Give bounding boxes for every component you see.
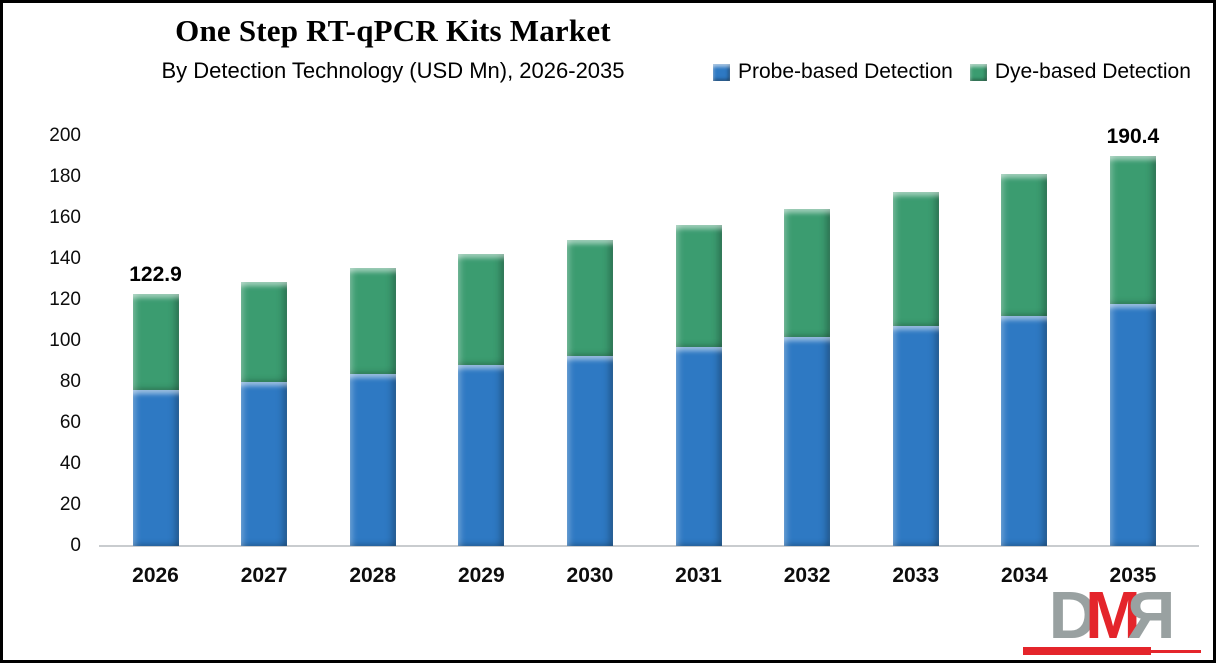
stacked-bar-2028 [349, 268, 396, 546]
bar-segment-probe-2028 [349, 373, 396, 546]
x-axis-label-2035: 2035 [1109, 564, 1157, 587]
stacked-bar-2030 [566, 239, 613, 546]
bar-segment-dye-2035 [1109, 155, 1156, 305]
bar-segment-dye-2034 [1001, 174, 1048, 316]
stacked-bar-2033 [892, 191, 939, 546]
x-axis-label-2032: 2032 [783, 564, 831, 587]
stacked-bar-2032 [784, 208, 831, 546]
bar-segment-dye-2030 [566, 239, 613, 357]
bar-segment-probe-2032 [784, 336, 831, 546]
x-axis-label-2030: 2030 [566, 564, 614, 587]
x-axis-label-2031: 2031 [675, 564, 722, 587]
bar-segment-dye-2026 [132, 294, 179, 390]
bar-segment-dye-2032 [784, 208, 831, 337]
y-axis-tick-label: 0 [70, 535, 81, 556]
y-axis-tick-label: 200 [49, 125, 81, 146]
x-axis-label-2026: 2026 [132, 564, 179, 587]
bar-segment-probe-2031 [675, 346, 722, 546]
legend-marker-icon [969, 63, 987, 81]
logo-letter-d: D [1048, 578, 1097, 653]
y-axis-tick-label: 20 [59, 494, 81, 515]
data-label-2026: 122.9 [129, 263, 182, 287]
y-axis-tick-label: 100 [49, 330, 81, 351]
stacked-bar-2035 [1109, 155, 1156, 546]
legend-label: Dye-based Detection [994, 60, 1191, 83]
bar-segment-probe-2034 [1001, 315, 1048, 546]
x-axis-label-2029: 2029 [457, 564, 505, 587]
bar-segment-probe-2030 [566, 356, 613, 546]
bar-segment-dye-2028 [349, 268, 396, 374]
bar-segment-probe-2027 [241, 382, 288, 546]
stacked-bar-2031 [675, 224, 722, 546]
legend-marker-icon [713, 63, 730, 81]
x-axis-line [99, 545, 1199, 547]
y-axis-tick-label: 180 [49, 166, 81, 187]
bar-segment-dye-2027 [241, 281, 288, 383]
y-axis-tick-label: 80 [59, 371, 81, 392]
chart-subtitle: By Detection Technology (USD Mn), 2026-2… [161, 58, 625, 83]
data-label-2035: 190.4 [1106, 124, 1160, 148]
stacked-bar-2027 [241, 281, 288, 546]
y-axis-tick-label: 120 [49, 289, 81, 310]
x-axis-label-2033: 2033 [892, 564, 940, 587]
y-axis-tick-label: 40 [59, 453, 81, 474]
logo-letter-r: R [1128, 578, 1176, 653]
bar-segment-dye-2029 [458, 254, 505, 366]
legend-label: Probe-based Detection [738, 60, 953, 83]
x-axis-label-2027: 2027 [240, 564, 288, 587]
x-axis-label-2028: 2028 [349, 564, 397, 587]
dmr-logo-letters: DMR [1023, 578, 1201, 653]
logo-underline-thick [1023, 647, 1152, 655]
dmr-logo: DMR [1023, 578, 1201, 655]
bar-segment-probe-2033 [892, 326, 939, 546]
bar-segment-dye-2031 [675, 224, 722, 347]
stacked-bar-2029 [458, 254, 505, 546]
y-axis-tick-label: 140 [49, 248, 81, 269]
stacked-bar-2034 [1001, 174, 1048, 546]
legend: Probe-based Detection Dye-based Detection [713, 60, 1199, 84]
logo-underline-thin [1151, 650, 1201, 653]
plot-area: 0 20 40 60 80 100 120 140 160 180 200 2026 2027 2028 2… [3, 3, 1213, 660]
y-axis-tick-label: 60 [59, 412, 81, 433]
stacked-bar-2026 [132, 294, 179, 546]
chart-title: One Step RT-qPCR Kits Market [175, 13, 611, 48]
x-axis-label-2034: 2034 [1000, 564, 1048, 587]
legend-item-probe: Probe-based Detection [713, 60, 953, 84]
bar-segment-dye-2033 [892, 191, 939, 327]
y-axis-tick-label: 160 [49, 207, 81, 228]
legend-item-dye: Dye-based Detection [969, 60, 1191, 84]
bar-segment-probe-2026 [132, 389, 179, 546]
bar-segment-probe-2035 [1109, 304, 1156, 546]
logo-letter-m: M [1085, 578, 1141, 653]
bar-segment-probe-2029 [458, 365, 505, 546]
